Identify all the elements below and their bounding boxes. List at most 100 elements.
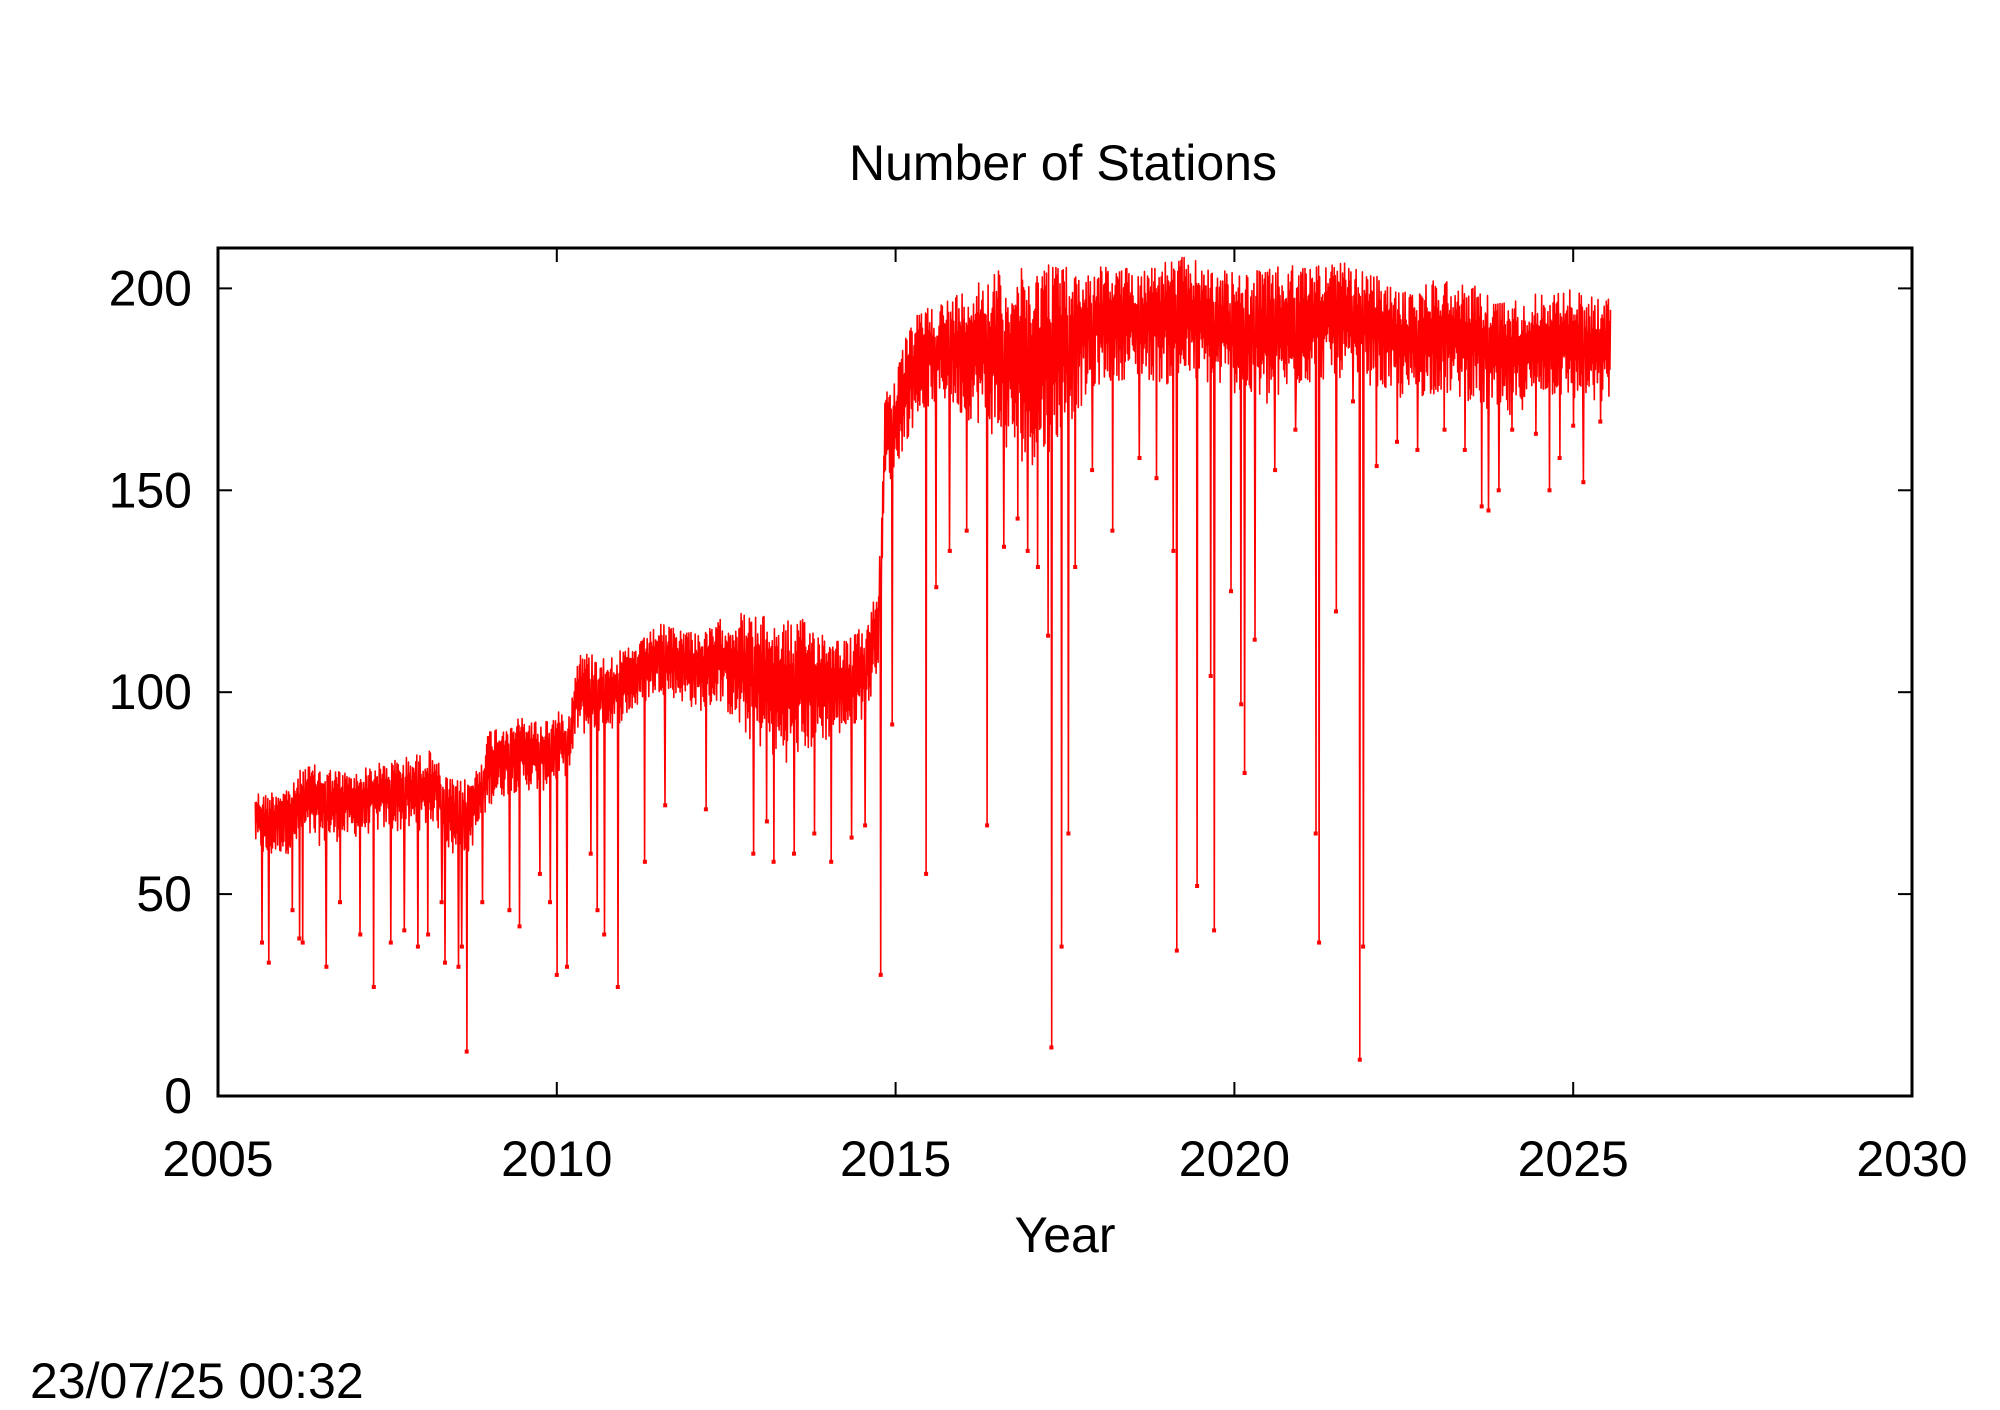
data-point — [1571, 423, 1576, 428]
data-point — [260, 940, 264, 945]
chart-title: Number of Stations — [849, 135, 1277, 191]
data-point — [415, 944, 420, 949]
data-point — [443, 960, 447, 965]
data-point — [1510, 427, 1515, 432]
data-point — [1171, 548, 1176, 553]
data-point — [812, 831, 817, 836]
data-point — [1229, 589, 1233, 594]
data-point — [1557, 456, 1562, 460]
data-point — [663, 803, 668, 808]
y-tick-label: 150 — [109, 462, 192, 518]
x-tick-label: 2005 — [162, 1131, 273, 1187]
data-point — [402, 928, 407, 933]
plot-frame — [216, 246, 1914, 1098]
data-point — [459, 944, 464, 949]
data-point — [1317, 940, 1322, 945]
data-point — [1442, 427, 1447, 432]
data-point — [1110, 528, 1115, 533]
x-axis-label: Year — [1014, 1207, 1115, 1263]
series-layer — [254, 256, 1612, 1062]
data-point — [1174, 948, 1179, 953]
data-point — [764, 819, 769, 824]
data-point — [964, 528, 969, 533]
y-tick-label: 100 — [109, 664, 192, 720]
data-point — [324, 964, 329, 969]
data-point — [615, 985, 620, 989]
data-point — [1049, 1045, 1054, 1050]
data-point — [771, 859, 776, 864]
y-tick-label: 200 — [109, 260, 192, 316]
data-point — [371, 985, 376, 989]
data-point — [934, 585, 939, 590]
y-tick-label: 0 — [164, 1068, 192, 1124]
data-point — [829, 859, 834, 864]
data-point — [464, 1049, 469, 1054]
data-point — [388, 940, 393, 945]
data-point — [1581, 480, 1586, 485]
data-point — [1598, 419, 1603, 424]
data-point — [947, 548, 952, 553]
data-point — [985, 823, 990, 828]
data-point — [537, 871, 542, 876]
data-point — [426, 932, 431, 937]
data-point — [890, 722, 895, 727]
data-point — [878, 972, 883, 977]
data-point — [1357, 1057, 1362, 1062]
data-point — [300, 940, 305, 945]
data-point — [1242, 771, 1247, 775]
data-point — [1239, 702, 1244, 707]
data-point — [1073, 565, 1078, 569]
timestamp: 23/07/25 00:32 — [30, 1353, 364, 1409]
ticks-layer: 2005 2010 2015 2020 2025 2030 0 50 100 150 200 — [109, 248, 1968, 1187]
data-point — [1046, 633, 1051, 638]
data-point — [1533, 431, 1538, 436]
data-point — [642, 859, 647, 864]
data-point — [1395, 439, 1399, 444]
data-point — [1025, 548, 1030, 553]
data-point — [1059, 944, 1064, 949]
data-point — [358, 932, 363, 937]
data-point — [266, 960, 271, 965]
data-point — [565, 964, 569, 969]
data-point — [1547, 488, 1552, 493]
x-tick-label: 2025 — [1518, 1131, 1629, 1187]
data-point — [338, 900, 342, 905]
data-point — [1351, 399, 1355, 404]
data-point — [1479, 504, 1484, 509]
data-point — [1137, 456, 1142, 460]
data-point — [439, 900, 444, 905]
data-point — [1002, 544, 1006, 549]
data-point — [792, 851, 796, 856]
x-tick-label: 2010 — [501, 1131, 612, 1187]
data-point — [924, 871, 929, 876]
data-point — [1462, 447, 1467, 452]
series-line-stations — [254, 256, 1612, 1061]
data-point — [1334, 609, 1338, 614]
data-point — [1496, 488, 1501, 493]
data-point — [1415, 447, 1420, 452]
data-point — [849, 835, 854, 840]
data-point — [1066, 831, 1071, 836]
data-point — [1374, 464, 1379, 469]
y-tick-label: 50 — [136, 866, 192, 922]
data-point — [751, 851, 756, 856]
data-point — [1035, 565, 1040, 569]
data-point — [517, 924, 522, 929]
data-point — [1486, 508, 1491, 513]
data-point — [595, 908, 600, 913]
data-point — [1313, 831, 1318, 836]
data-point — [703, 807, 708, 812]
data-point — [1212, 928, 1217, 933]
data-point — [480, 900, 485, 905]
data-point — [1293, 427, 1298, 432]
x-tick-label: 2020 — [1179, 1131, 1290, 1187]
data-point — [1154, 476, 1159, 481]
data-point — [554, 972, 559, 977]
data-point — [297, 936, 302, 941]
data-point — [456, 964, 461, 969]
data-point — [1195, 884, 1200, 888]
data-point — [602, 932, 607, 937]
x-tick-label: 2030 — [1856, 1131, 1967, 1187]
data-point — [863, 823, 868, 828]
